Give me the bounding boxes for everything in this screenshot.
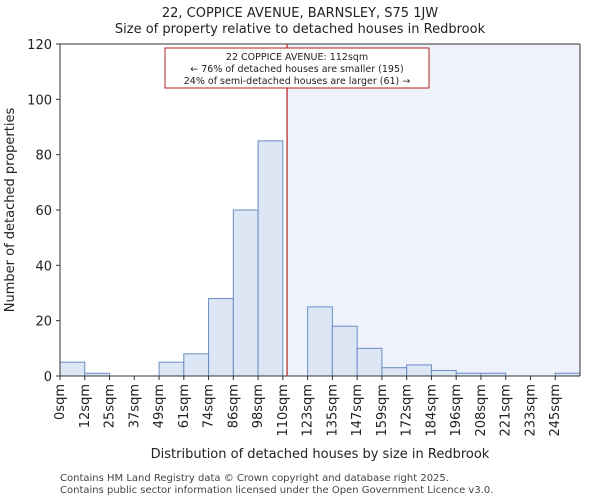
histogram-bar-147sqm	[356, 347, 383, 377]
histogram-bar-98sqm	[257, 140, 284, 377]
histogram-bar-49sqm	[158, 361, 185, 377]
x-tick-label-172sqm: 172sqm	[400, 384, 415, 437]
histogram-bar-74sqm	[208, 298, 234, 377]
y-tick-label-60: 60	[35, 204, 52, 219]
x-tick-label-25sqm: 25sqm	[103, 384, 118, 428]
x-tick-label-98sqm: 98sqm	[251, 384, 266, 428]
histogram-bar-159sqm	[381, 367, 408, 377]
x-tick-label-110sqm: 110sqm	[276, 384, 291, 437]
x-tick-label-86sqm: 86sqm	[226, 384, 241, 428]
larger-region-shade	[287, 44, 580, 376]
x-tick-label-196sqm: 196sqm	[449, 384, 464, 437]
x-tick-label-37sqm: 37sqm	[127, 384, 142, 428]
histogram-bar-172sqm	[406, 364, 432, 377]
x-axis-title: Distribution of detached houses by size …	[151, 447, 490, 462]
annotation-line-2: ← 76% of detached houses are smaller (19…	[190, 64, 403, 75]
histogram-bar-184sqm	[430, 369, 457, 377]
chart-title: 22, COPPICE AVENUE, BARNSLEY, S75 1JW	[161, 6, 439, 21]
annotation-box	[164, 47, 430, 89]
histogram-bar-135sqm	[331, 325, 358, 377]
annotation-line-3: 24% of semi-detached houses are larger (…	[184, 76, 411, 87]
y-axis-title: Number of detached properties	[3, 108, 18, 313]
histogram-bar-123sqm	[307, 306, 333, 377]
x-tick-label-221sqm: 221sqm	[499, 384, 514, 437]
chart-subtitle: Size of property relative to detached ho…	[114, 22, 486, 37]
x-tick-label-233sqm: 233sqm	[523, 384, 538, 437]
y-tick-label-20: 20	[35, 315, 52, 330]
x-tick-label-0sqm: 0sqm	[53, 384, 68, 420]
x-tick-label-147sqm: 147sqm	[350, 384, 365, 437]
x-tick-label-61sqm: 61sqm	[177, 384, 192, 428]
x-tick-label-123sqm: 123sqm	[301, 384, 316, 437]
y-tick-label-0: 0	[44, 370, 52, 385]
annotation-line-1: 22 COPPICE AVENUE: 112sqm	[226, 52, 368, 63]
y-tick-label-120: 120	[27, 38, 52, 53]
y-tick-label-80: 80	[35, 149, 52, 164]
x-tick-label-245sqm: 245sqm	[548, 384, 563, 437]
histogram-bar-61sqm	[183, 353, 210, 377]
x-tick-label-74sqm: 74sqm	[202, 384, 217, 428]
x-tick-label-159sqm: 159sqm	[375, 384, 390, 437]
x-tick-label-135sqm: 135sqm	[325, 384, 340, 437]
x-tick-label-12sqm: 12sqm	[78, 384, 93, 428]
x-tick-label-208sqm: 208sqm	[474, 384, 489, 437]
footer-copyright: Contains HM Land Registry data © Crown c…	[60, 473, 449, 484]
histogram-bar-0sqm	[59, 361, 86, 377]
y-tick-label-40: 40	[35, 259, 52, 274]
x-tick-label-49sqm: 49sqm	[152, 384, 167, 428]
x-tick-label-184sqm: 184sqm	[424, 384, 439, 437]
footer-licence: Contains public sector information licen…	[60, 485, 494, 496]
histogram-bar-86sqm	[232, 209, 259, 377]
y-tick-label-100: 100	[27, 93, 52, 108]
